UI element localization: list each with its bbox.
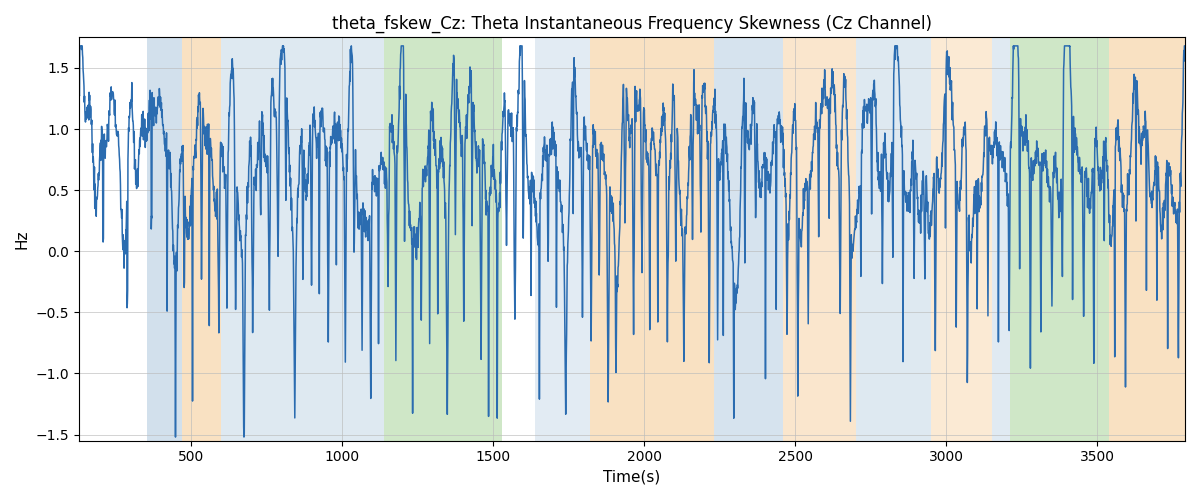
Bar (931, 38, 991, 440)
Y-axis label: Hz: Hz (14, 230, 30, 249)
Bar (1110, 38, 1194, 440)
Bar (181, 38, 221, 440)
Bar (589, 38, 714, 440)
Bar (221, 38, 384, 440)
Bar (535, 38, 589, 440)
X-axis label: Time(s): Time(s) (604, 470, 660, 485)
Bar (1009, 38, 1110, 440)
Bar (784, 38, 856, 440)
Bar (384, 38, 502, 440)
Bar (714, 38, 784, 440)
Bar (991, 38, 1009, 440)
Bar (146, 38, 181, 440)
Title: theta_fskew_Cz: Theta Instantaneous Frequency Skewness (Cz Channel): theta_fskew_Cz: Theta Instantaneous Freq… (332, 15, 932, 34)
Bar (856, 38, 931, 440)
